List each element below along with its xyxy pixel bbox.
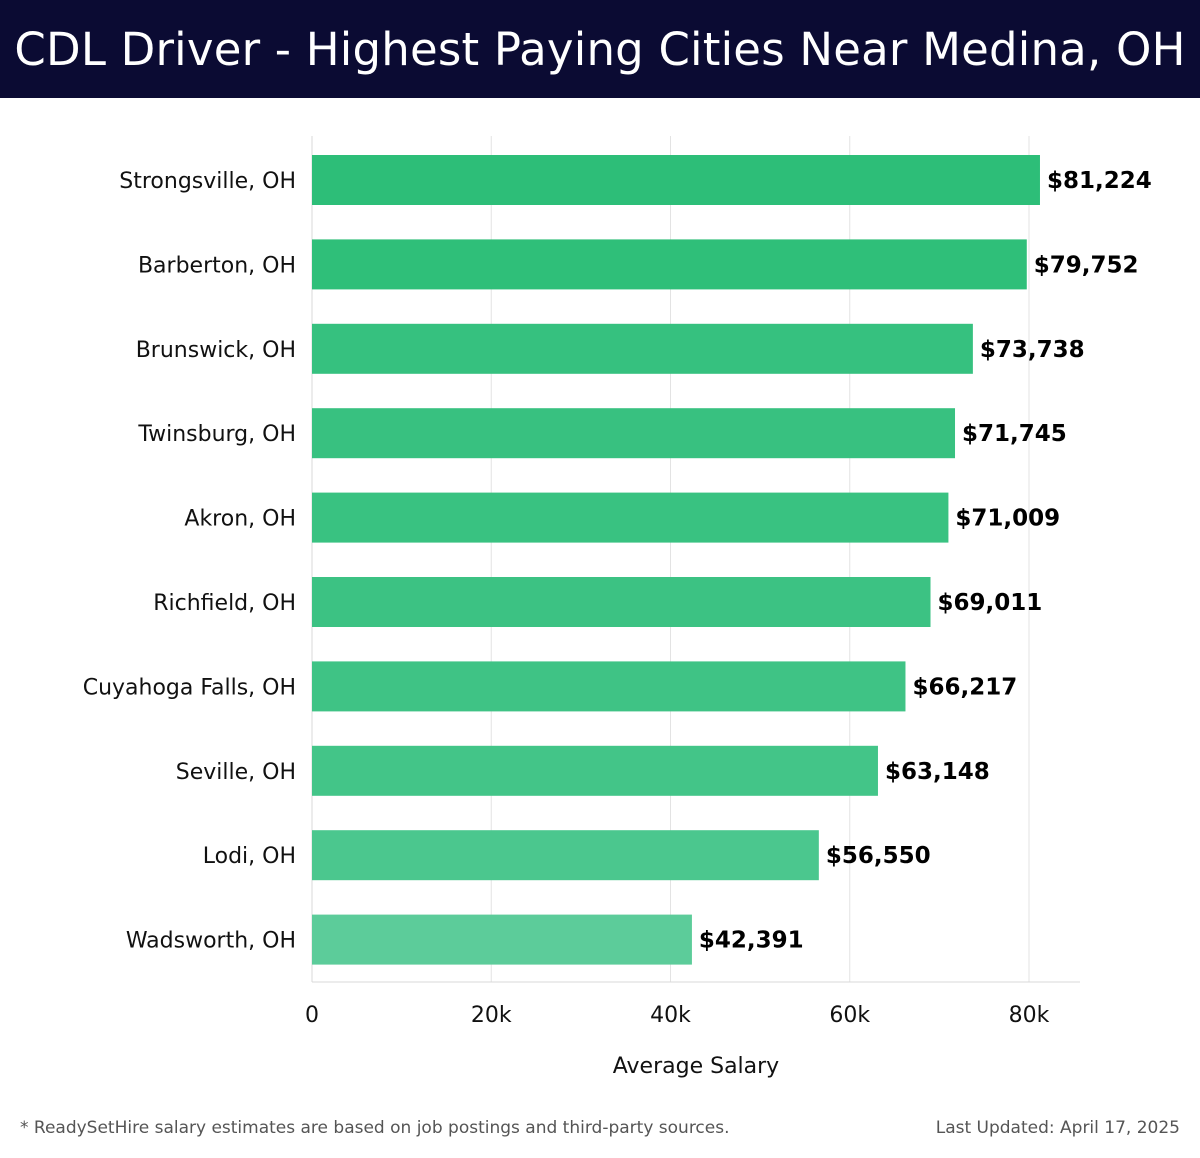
category-label: Seville, OH <box>176 760 296 785</box>
chart-title: CDL Driver - Highest Paying Cities Near … <box>14 22 1186 76</box>
category-label: Barberton, OH <box>138 253 296 278</box>
bar <box>312 408 956 459</box>
data-label: $81,224 <box>1047 168 1152 194</box>
bar <box>312 155 1040 205</box>
last-updated: Last Updated: April 17, 2025 <box>935 1118 1180 1138</box>
footnote: * ReadySetHire salary estimates are base… <box>20 1118 730 1138</box>
data-label: $42,391 <box>699 928 804 954</box>
data-label: $66,217 <box>912 674 1017 700</box>
x-tick-label: 20k <box>471 1003 512 1028</box>
data-label: $71,009 <box>955 506 1060 532</box>
bar <box>312 830 819 881</box>
bar <box>312 323 973 374</box>
data-label: $73,738 <box>980 337 1085 363</box>
category-label: Twinsburg, OH <box>137 422 296 447</box>
x-tick-label: 60k <box>829 1003 870 1028</box>
bar <box>312 661 906 712</box>
category-label: Strongsville, OH <box>119 169 296 194</box>
x-tick-label: 0 <box>305 1003 319 1028</box>
header-bar: CDL Driver - Highest Paying Cities Near … <box>0 0 1200 98</box>
category-label: Richfield, OH <box>153 591 296 616</box>
category-label: Cuyahoga Falls, OH <box>83 675 296 700</box>
category-label: Brunswick, OH <box>136 338 296 363</box>
x-tick-label: 40k <box>650 1003 691 1028</box>
bar <box>312 492 949 543</box>
category-label: Wadsworth, OH <box>126 929 296 954</box>
category-label: Akron, OH <box>184 507 296 532</box>
bar <box>312 239 1027 290</box>
x-axis-label: Average Salary <box>613 1054 779 1079</box>
x-tick-label: 80k <box>1009 1003 1050 1028</box>
bar <box>312 577 931 627</box>
data-label: $79,752 <box>1034 252 1139 278</box>
bar-chart: Strongsville, OH $81,224 Barberton, OH $79,… <box>83 136 1152 1079</box>
bar <box>312 745 878 796</box>
bar <box>312 914 692 965</box>
category-label: Lodi, OH <box>203 844 296 869</box>
data-label: $56,550 <box>826 843 931 869</box>
data-label: $63,148 <box>885 759 990 785</box>
data-label: $69,011 <box>938 590 1043 616</box>
data-label: $71,745 <box>962 421 1067 447</box>
